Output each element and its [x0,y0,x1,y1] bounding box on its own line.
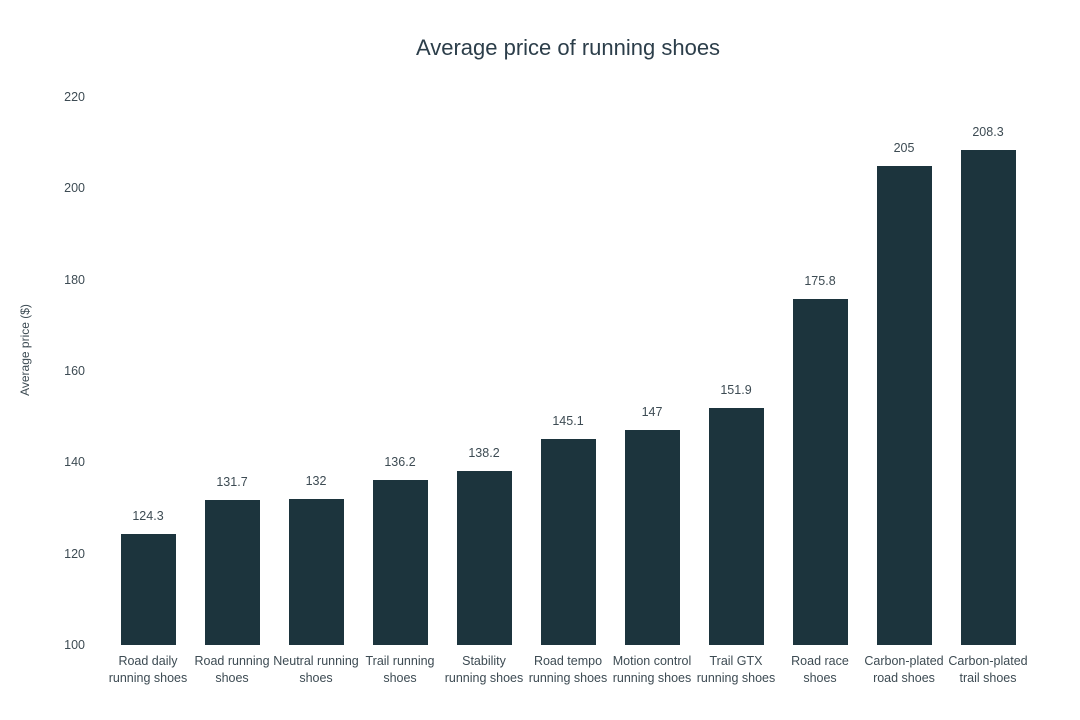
bar-value-label: 147 [641,405,663,420]
chart-title: Average price of running shoes [415,35,721,60]
bar-value-label: 131.7 [216,475,248,490]
x-category-label: Carbon-plated road shoes [864,654,944,685]
bar-value-label: 175.8 [804,273,836,288]
x-category-label: Trail GTX running shoes [696,654,776,685]
x-category-label: Road running shoes [194,654,270,685]
y-tick-label: 180 [64,272,85,287]
bar [960,150,1016,645]
x-category-label: Road race shoes [791,654,849,685]
bar [456,470,512,645]
bar [792,298,848,645]
bar-value-label: 208.3 [972,125,1004,140]
x-category-label: Stability running shoes [444,654,524,685]
bar [120,534,176,645]
x-category-label: Carbon-plated trail shoes [948,654,1028,685]
bar [372,479,428,645]
x-category-label: Road daily running shoes [108,654,188,685]
bar [876,165,932,645]
bar-value-label: 138.2 [468,445,500,460]
plot-area: 124.3 131.7 132 136.2 138.2 145.1 147 151.9 175.… [106,97,1030,645]
bar [540,439,596,645]
bar-value-label: 205 [893,140,915,155]
bar [204,500,260,645]
x-category-label: Neutral running shoes [273,654,359,685]
y-tick-label: 120 [64,546,85,561]
y-tick-label: 200 [64,181,85,196]
bar-value-label: 151.9 [720,383,752,397]
y-tick-label: 160 [64,364,85,378]
bar-value-label: 124.3 [132,509,164,524]
bar-value-label: 136.2 [384,454,416,469]
x-category-label: Road tempo running shoes [528,654,608,685]
x-axis-labels: Road daily running shoes Road running sho… [106,653,1030,697]
y-tick-label: 140 [64,455,85,470]
x-category-label: Trail running shoes [365,654,435,685]
y-tick-label: 100 [64,638,85,652]
y-tick-label: 220 [64,90,85,104]
bar-value-label: 145.1 [552,414,584,429]
x-category-label: Motion control running shoes [612,654,692,685]
bar-value-label: 132 [305,473,327,488]
bar [288,498,344,645]
bar [708,408,764,645]
y-axis-ticks: 100 120 140 160 180 200 220 [0,0,85,720]
bar [624,430,680,645]
